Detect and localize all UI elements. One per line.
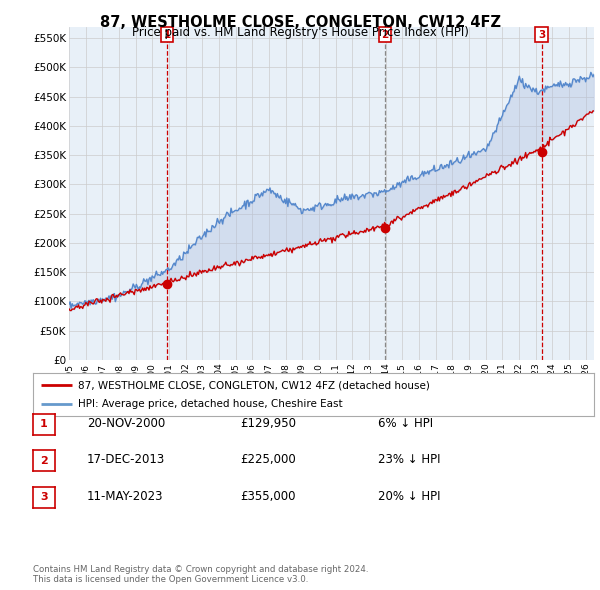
- Text: 3: 3: [40, 493, 47, 502]
- Text: 23% ↓ HPI: 23% ↓ HPI: [378, 453, 440, 466]
- Text: 87, WESTHOLME CLOSE, CONGLETON, CW12 4FZ (detached house): 87, WESTHOLME CLOSE, CONGLETON, CW12 4FZ…: [78, 381, 430, 391]
- Text: £225,000: £225,000: [240, 453, 296, 466]
- Text: HPI: Average price, detached house, Cheshire East: HPI: Average price, detached house, Ches…: [78, 399, 343, 409]
- Text: 20-NOV-2000: 20-NOV-2000: [87, 417, 165, 430]
- Text: 87, WESTHOLME CLOSE, CONGLETON, CW12 4FZ: 87, WESTHOLME CLOSE, CONGLETON, CW12 4FZ: [100, 15, 500, 30]
- Text: 20% ↓ HPI: 20% ↓ HPI: [378, 490, 440, 503]
- Text: Price paid vs. HM Land Registry's House Price Index (HPI): Price paid vs. HM Land Registry's House …: [131, 26, 469, 39]
- Text: 2: 2: [382, 30, 389, 40]
- Text: 1: 1: [40, 419, 47, 429]
- Text: 17-DEC-2013: 17-DEC-2013: [87, 453, 165, 466]
- Text: 11-MAY-2023: 11-MAY-2023: [87, 490, 163, 503]
- Text: Contains HM Land Registry data © Crown copyright and database right 2024.
This d: Contains HM Land Registry data © Crown c…: [33, 565, 368, 584]
- Text: 6% ↓ HPI: 6% ↓ HPI: [378, 417, 433, 430]
- Text: £355,000: £355,000: [240, 490, 296, 503]
- Text: 3: 3: [538, 30, 545, 40]
- Text: £129,950: £129,950: [240, 417, 296, 430]
- Text: 2: 2: [40, 456, 47, 466]
- Text: 1: 1: [164, 30, 171, 40]
